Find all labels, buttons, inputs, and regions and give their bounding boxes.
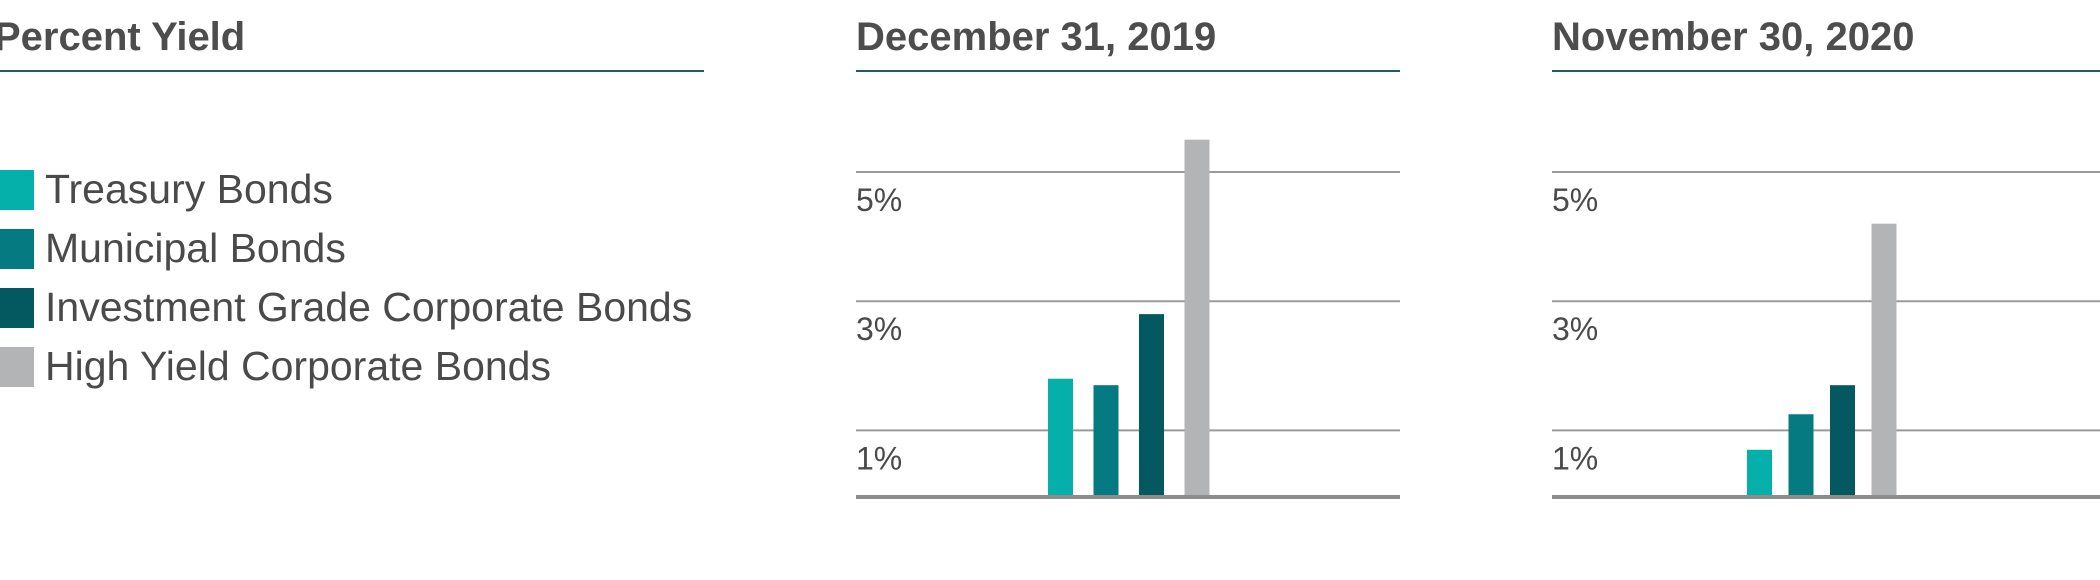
y-tick-label-5: 5% bbox=[1552, 182, 1598, 218]
legend: Treasury Bonds Municipal Bonds Investmen… bbox=[0, 160, 714, 396]
bar-chart-november-2020: 1% 3% 5% bbox=[1552, 171, 2100, 499]
legend-swatch-investment-grade-corporate-bonds bbox=[0, 288, 34, 328]
bar-municipal-bonds bbox=[1788, 414, 1814, 495]
bar-municipal-bonds bbox=[1093, 385, 1119, 495]
y-tick-label-1: 1% bbox=[1552, 440, 1598, 476]
legend-label-treasury-bonds: Treasury Bonds bbox=[45, 166, 333, 212]
bar-investment-grade-corporate-bonds bbox=[1830, 385, 1855, 495]
legend-swatch-treasury-bonds bbox=[0, 170, 34, 210]
legend-item-high-yield-corporate-bonds: High Yield Corporate Bonds bbox=[0, 337, 714, 396]
legend-swatch-municipal-bonds bbox=[0, 229, 34, 269]
legend-label-high-yield-corporate-bonds: High Yield Corporate Bonds bbox=[45, 343, 551, 389]
y-tick-label-1: 1% bbox=[856, 440, 902, 476]
chart-title-november-2020: November 30, 2020 bbox=[1552, 4, 2100, 72]
bar-investment-grade-corporate-bonds bbox=[1139, 314, 1164, 495]
legend-item-treasury-bonds: Treasury Bonds bbox=[0, 160, 714, 219]
y-tick-label-3: 3% bbox=[1552, 311, 1598, 347]
bar-high-yield-corporate-bonds bbox=[1871, 223, 1897, 495]
y-tick-label-5: 5% bbox=[856, 182, 902, 218]
legend-label-municipal-bonds: Municipal Bonds bbox=[45, 225, 346, 271]
legend-swatch-high-yield-corporate-bonds bbox=[0, 347, 34, 387]
chart-title-december-2019: December 31, 2019 bbox=[856, 4, 1400, 72]
bar-high-yield-corporate-bonds bbox=[1184, 139, 1210, 495]
legend-title: Percent Yield bbox=[0, 4, 704, 72]
legend-label-investment-grade-corporate-bonds: Investment Grade Corporate Bonds bbox=[45, 284, 693, 330]
bar-treasury-bonds bbox=[1048, 378, 1073, 495]
bar-chart-december-2019: 1% 3% 5% bbox=[856, 139, 1400, 499]
bar-treasury-bonds bbox=[1747, 449, 1772, 495]
legend-item-investment-grade-corporate-bonds: Investment Grade Corporate Bonds bbox=[0, 278, 714, 337]
legend-item-municipal-bonds: Municipal Bonds bbox=[0, 219, 714, 278]
y-tick-label-3: 3% bbox=[856, 311, 902, 347]
